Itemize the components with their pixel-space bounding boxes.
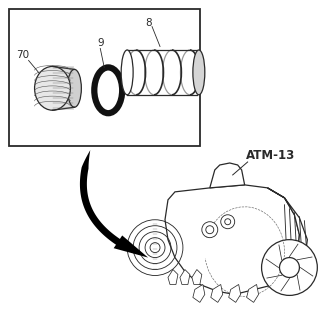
Text: 8: 8: [145, 18, 151, 28]
Ellipse shape: [35, 67, 70, 110]
Circle shape: [225, 219, 231, 225]
Circle shape: [221, 215, 235, 229]
Ellipse shape: [94, 68, 122, 113]
Bar: [53, 67, 74, 110]
Polygon shape: [168, 269, 178, 284]
Text: 70: 70: [16, 51, 29, 60]
Polygon shape: [180, 269, 190, 284]
Ellipse shape: [193, 50, 205, 95]
Polygon shape: [165, 185, 300, 294]
Polygon shape: [193, 284, 205, 302]
Text: 9: 9: [97, 37, 104, 47]
Ellipse shape: [67, 69, 81, 107]
Polygon shape: [211, 284, 223, 302]
Circle shape: [280, 258, 300, 277]
Polygon shape: [80, 150, 123, 247]
Ellipse shape: [99, 72, 117, 108]
Circle shape: [262, 240, 317, 295]
Circle shape: [202, 222, 218, 238]
Text: ATM-13: ATM-13: [246, 148, 295, 162]
Polygon shape: [247, 284, 259, 302]
Circle shape: [206, 226, 214, 234]
Polygon shape: [229, 284, 241, 302]
Polygon shape: [267, 188, 307, 284]
Polygon shape: [192, 269, 202, 284]
Bar: [9, 9, 200, 146]
Ellipse shape: [121, 50, 133, 95]
Polygon shape: [210, 163, 245, 188]
Polygon shape: [114, 236, 148, 258]
